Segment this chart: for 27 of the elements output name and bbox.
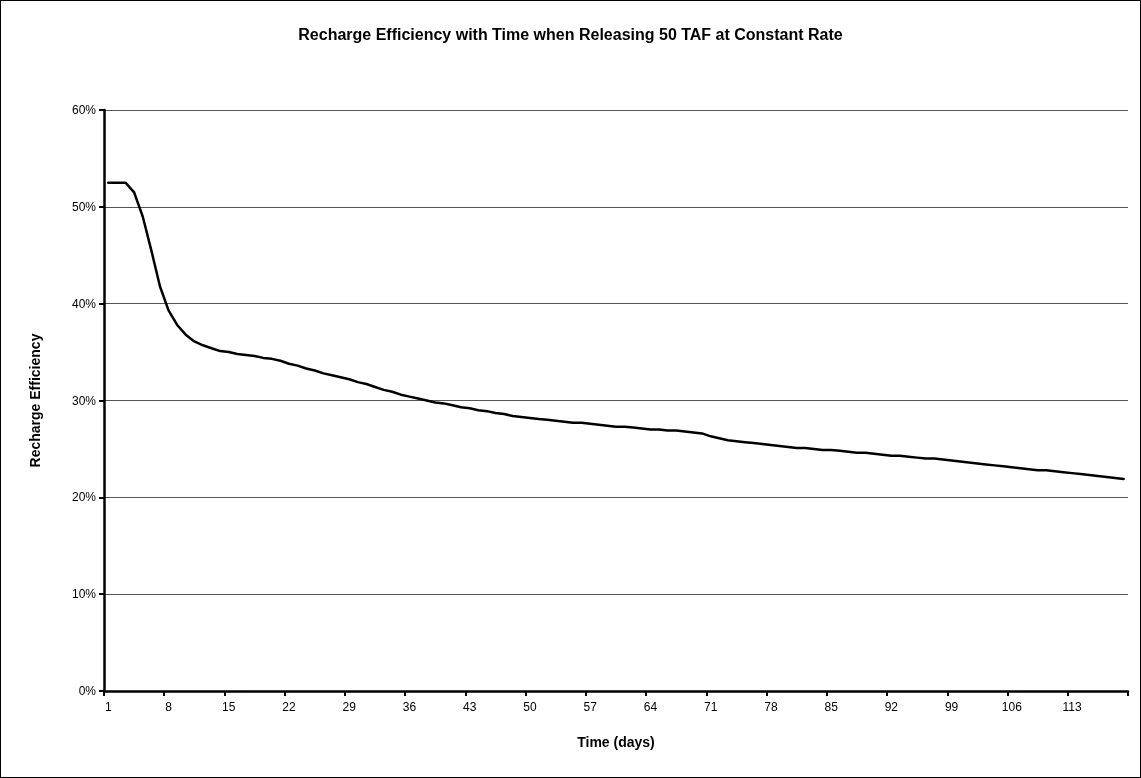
- y-tick-label: 20%: [71, 490, 97, 505]
- y-tick-label: 40%: [71, 296, 97, 311]
- x-tick-label: 36: [402, 700, 417, 714]
- x-tick-label: 71: [703, 700, 718, 714]
- y-tick-label: 50%: [71, 199, 97, 214]
- x-tick-label: 92: [884, 700, 899, 714]
- x-tick-label: 78: [764, 700, 778, 714]
- x-axis-title: Time (days): [577, 734, 655, 750]
- chart-title: Recharge Efficiency with Time when Releasing 50 TAF at Constant Rate: [298, 25, 843, 43]
- x-tick-label: 106: [1001, 700, 1023, 714]
- y-axis-title: Recharge Efficiency: [27, 333, 43, 468]
- x-tick-label: 1: [104, 700, 112, 714]
- x-tick-label: 57: [583, 700, 598, 714]
- x-tick-label: 29: [342, 700, 357, 714]
- y-tick-label: 10%: [71, 587, 97, 602]
- x-tick-label: 8: [165, 700, 173, 714]
- x-tick-label: 43: [463, 700, 477, 714]
- x-tick-label: 22: [282, 700, 296, 714]
- y-tick-label: 0%: [78, 684, 97, 698]
- x-tick-label: 15: [222, 700, 236, 714]
- x-tick-label: 64: [643, 700, 658, 714]
- y-tick-label: 30%: [71, 393, 97, 408]
- x-tick-label: 99: [944, 700, 959, 714]
- x-tick-label: 50: [523, 700, 537, 714]
- x-tick-label: 85: [824, 700, 839, 714]
- x-tick-label: 113: [1062, 700, 1082, 714]
- y-tick-label: 60%: [71, 103, 97, 117]
